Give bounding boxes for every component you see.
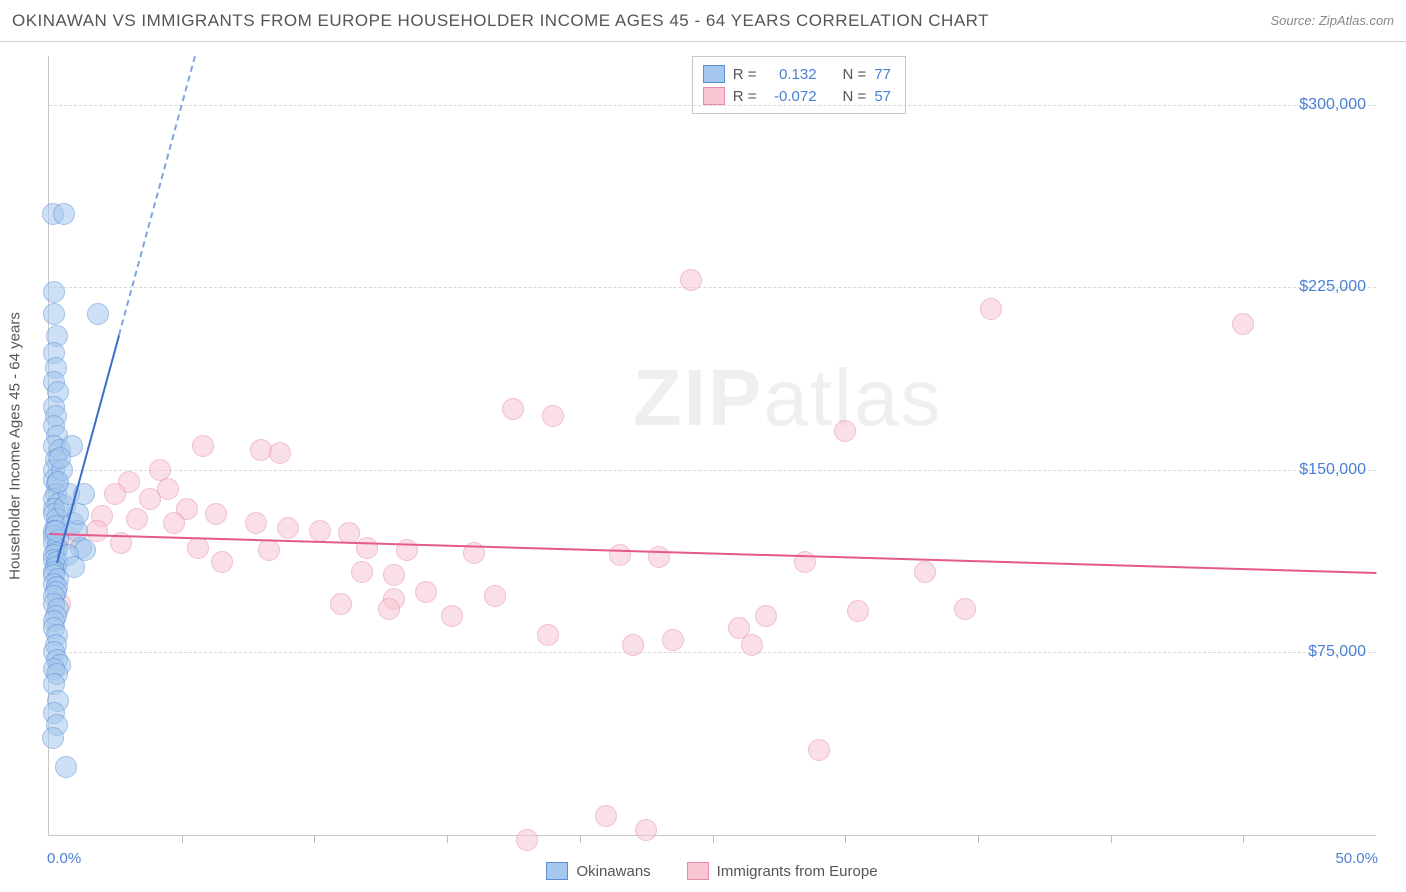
- source-label: Source: ZipAtlas.com: [1270, 13, 1394, 28]
- scatter-plot: Householder Income Ages 45 - 64 years 0.…: [48, 56, 1376, 836]
- swatch-europe: [703, 87, 725, 105]
- x-tick: [713, 835, 714, 843]
- swatch-okinawans-bottom: [546, 862, 568, 880]
- europe-point: [847, 600, 869, 622]
- okinawan-point: [47, 471, 69, 493]
- gridline: [49, 105, 1376, 106]
- bottom-legend-europe: Immigrants from Europe: [687, 862, 878, 880]
- okinawan-point: [55, 756, 77, 778]
- europe-point: [622, 634, 644, 656]
- europe-point: [516, 829, 538, 851]
- okinawan-point: [42, 727, 64, 749]
- okinawan-point: [49, 447, 71, 469]
- europe-point: [808, 739, 830, 761]
- bottom-legend-okinawans: Okinawans: [546, 862, 650, 880]
- r-label-1: R =: [733, 66, 757, 83]
- trend-line: [49, 533, 1376, 574]
- x-tick: [314, 835, 315, 843]
- europe-point: [662, 629, 684, 651]
- x-tick: [845, 835, 846, 843]
- europe-point: [1232, 313, 1254, 335]
- y-axis-label: Householder Income Ages 45 - 64 years: [7, 312, 24, 580]
- europe-point: [309, 520, 331, 542]
- chart-title: OKINAWAN VS IMMIGRANTS FROM EUROPE HOUSE…: [12, 11, 989, 31]
- y-tick-label: $75,000: [1308, 643, 1366, 661]
- gridline: [49, 287, 1376, 288]
- europe-point: [680, 269, 702, 291]
- europe-point: [834, 420, 856, 442]
- x-tick: [1243, 835, 1244, 843]
- europe-point: [914, 561, 936, 583]
- x-tick: [182, 835, 183, 843]
- header-bar: OKINAWAN VS IMMIGRANTS FROM EUROPE HOUSE…: [0, 0, 1406, 42]
- europe-point: [415, 581, 437, 603]
- gridline: [49, 652, 1376, 653]
- okinawan-point: [43, 281, 65, 303]
- n-label-2: N =: [843, 88, 867, 105]
- legend-row-europe: R = -0.072 N = 57: [703, 85, 891, 107]
- europe-point: [187, 537, 209, 559]
- bottom-legend: Okinawans Immigrants from Europe: [48, 862, 1376, 880]
- europe-point: [269, 442, 291, 464]
- swatch-okinawans: [703, 65, 725, 83]
- europe-point: [755, 605, 777, 627]
- r-label-2: R =: [733, 88, 757, 105]
- europe-point: [542, 405, 564, 427]
- europe-point: [351, 561, 373, 583]
- europe-point: [484, 585, 506, 607]
- bottom-legend-label-b: Immigrants from Europe: [717, 863, 878, 880]
- europe-point: [441, 605, 463, 627]
- europe-point: [741, 634, 763, 656]
- europe-point: [211, 551, 233, 573]
- watermark-bold: ZIP: [633, 353, 763, 442]
- europe-point: [104, 483, 126, 505]
- europe-point: [635, 819, 657, 841]
- europe-point: [192, 435, 214, 457]
- europe-point: [378, 598, 400, 620]
- n-value-2: 57: [874, 88, 891, 105]
- europe-point: [205, 503, 227, 525]
- okinawan-point: [63, 556, 85, 578]
- x-tick: [447, 835, 448, 843]
- europe-point: [163, 512, 185, 534]
- europe-point: [980, 298, 1002, 320]
- europe-point: [356, 537, 378, 559]
- europe-point: [609, 544, 631, 566]
- y-tick-label: $150,000: [1299, 461, 1366, 479]
- r-value-1: 0.132: [765, 66, 817, 83]
- r-value-2: -0.072: [765, 88, 817, 105]
- gridline: [49, 470, 1376, 471]
- europe-point: [383, 564, 405, 586]
- y-tick-label: $225,000: [1299, 278, 1366, 296]
- europe-point: [139, 488, 161, 510]
- x-tick: [580, 835, 581, 843]
- y-tick-label: $300,000: [1299, 96, 1366, 114]
- europe-point: [537, 624, 559, 646]
- europe-point: [502, 398, 524, 420]
- europe-point: [277, 517, 299, 539]
- n-value-1: 77: [874, 66, 891, 83]
- okinawan-point: [53, 203, 75, 225]
- watermark: ZIPatlas: [633, 352, 942, 444]
- bottom-legend-label-a: Okinawans: [576, 863, 650, 880]
- europe-point: [595, 805, 617, 827]
- swatch-europe-bottom: [687, 862, 709, 880]
- legend-row-okinawans: R = 0.132 N = 77: [703, 63, 891, 85]
- europe-point: [245, 512, 267, 534]
- europe-point: [86, 520, 108, 542]
- x-tick: [978, 835, 979, 843]
- europe-point: [954, 598, 976, 620]
- okinawan-point: [43, 303, 65, 325]
- x-tick: [1111, 835, 1112, 843]
- okinawan-point: [87, 303, 109, 325]
- europe-point: [330, 593, 352, 615]
- europe-point: [258, 539, 280, 561]
- n-label-1: N =: [843, 66, 867, 83]
- europe-point: [126, 508, 148, 530]
- trend-line: [118, 57, 196, 336]
